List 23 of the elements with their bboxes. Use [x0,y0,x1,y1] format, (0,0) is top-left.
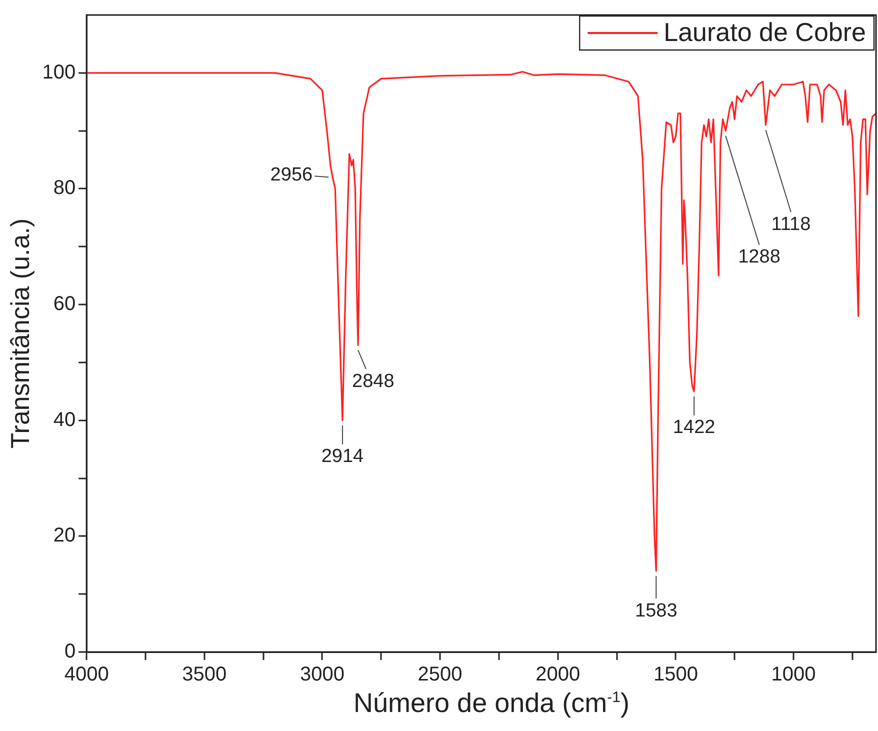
annotation: 1422 [672,417,716,438]
x-tick-label: 2000 [536,664,580,686]
x-tick-label: 3500 [182,664,227,686]
x-axis-title: Número de onda (cm$^{-1}$) [352,688,630,719]
x-tick-label: 3000 [300,664,344,686]
x-tick-label: 1500 [653,664,698,686]
y-tick-label: 60 [53,293,76,316]
x-tick-label: 2500 [418,664,462,686]
annotation: 1288 [738,246,780,268]
y-tick-label: 100 [42,61,76,84]
x-tick-label: 1000 [771,664,816,686]
y-tick-label: 0 [64,640,76,663]
y-tick-label: 80 [53,177,76,200]
annotation: 2914 [321,446,364,468]
annotation: 2848 [352,370,394,392]
y-tick-label: 40 [53,408,76,431]
annotation: 1583 [634,600,678,622]
x-tick-label: 4000 [64,664,109,686]
annotation: 1118 [771,214,811,235]
y-tick-label: 20 [53,524,76,547]
annotation: 2956 [270,164,313,186]
y-axis-title: Transmitância (u.a.) [4,218,35,449]
legend-label: Laurato de Cobre [664,17,866,48]
